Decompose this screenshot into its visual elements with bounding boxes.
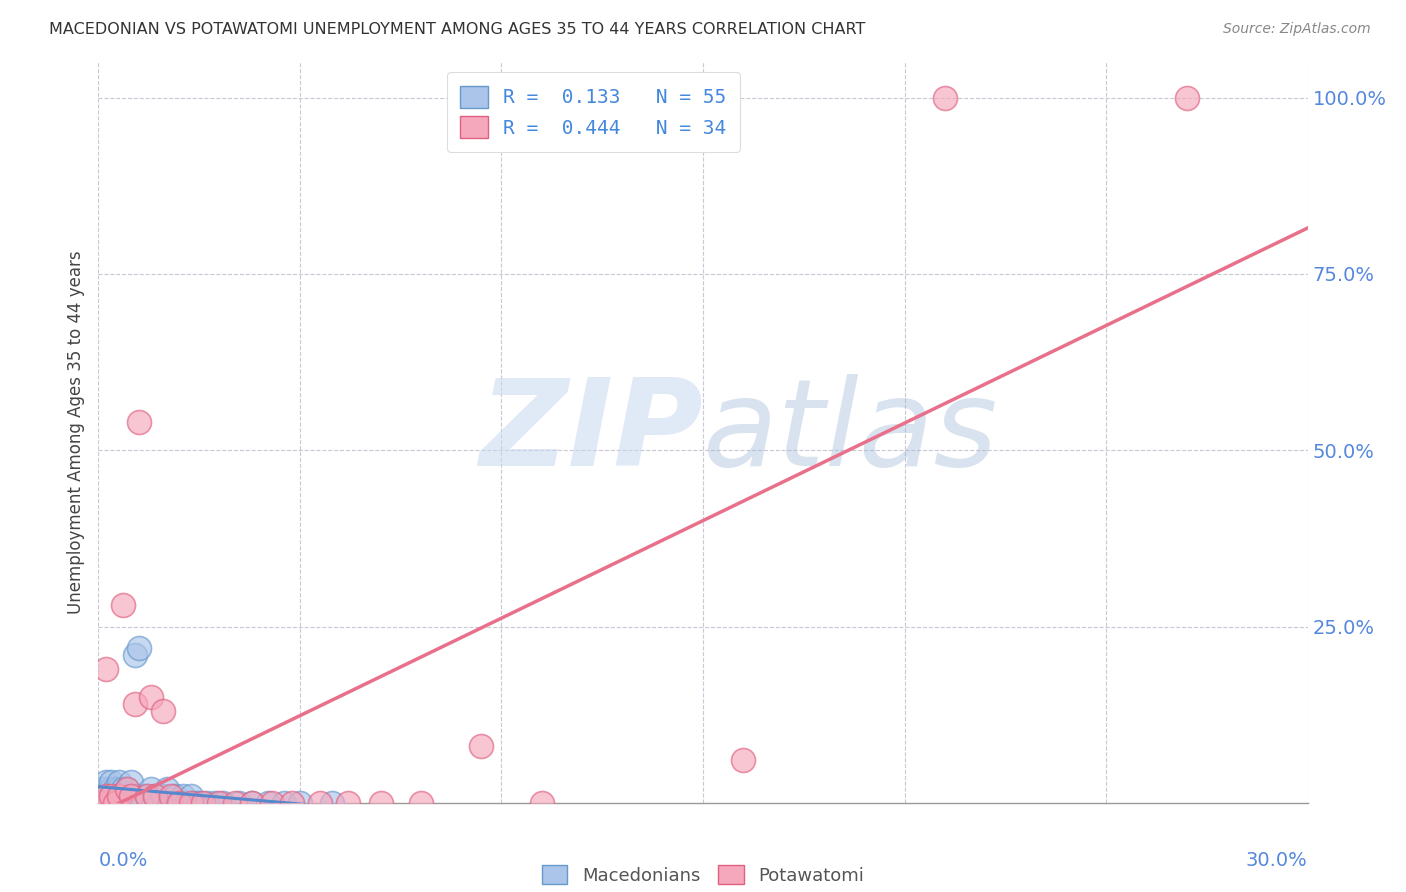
Point bbox=[107, 774, 129, 789]
Point bbox=[208, 796, 231, 810]
Point bbox=[934, 91, 956, 105]
Point bbox=[260, 796, 283, 810]
Point bbox=[143, 789, 166, 803]
Point bbox=[115, 781, 138, 796]
Point bbox=[228, 796, 250, 810]
Text: ZIP: ZIP bbox=[479, 374, 703, 491]
Point bbox=[152, 789, 174, 803]
Point bbox=[240, 796, 263, 810]
Point bbox=[100, 789, 122, 803]
Legend: Macedonians, Potawatomi: Macedonians, Potawatomi bbox=[533, 856, 873, 892]
Point bbox=[152, 704, 174, 718]
Point bbox=[195, 796, 218, 810]
Point bbox=[111, 796, 134, 810]
Point bbox=[115, 781, 138, 796]
Point bbox=[124, 697, 146, 711]
Point bbox=[103, 781, 125, 796]
Point bbox=[321, 796, 343, 810]
Point bbox=[103, 789, 125, 803]
Point bbox=[107, 796, 129, 810]
Point bbox=[124, 648, 146, 662]
Point bbox=[96, 781, 118, 796]
Point bbox=[96, 789, 118, 803]
Text: 0.0%: 0.0% bbox=[98, 851, 148, 870]
Point bbox=[103, 796, 125, 810]
Point bbox=[212, 796, 235, 810]
Point bbox=[288, 796, 311, 810]
Point bbox=[103, 796, 125, 810]
Point bbox=[91, 781, 114, 796]
Point bbox=[91, 796, 114, 810]
Text: 30.0%: 30.0% bbox=[1246, 851, 1308, 870]
Point bbox=[240, 796, 263, 810]
Point bbox=[156, 781, 179, 796]
Point bbox=[172, 789, 194, 803]
Point bbox=[120, 789, 142, 803]
Point bbox=[124, 796, 146, 810]
Point bbox=[91, 796, 114, 810]
Point bbox=[204, 796, 226, 810]
Point bbox=[470, 739, 492, 754]
Point bbox=[115, 796, 138, 810]
Point bbox=[224, 796, 246, 810]
Point bbox=[530, 796, 553, 810]
Point bbox=[1175, 91, 1198, 105]
Point bbox=[120, 774, 142, 789]
Point bbox=[163, 789, 186, 803]
Point bbox=[120, 789, 142, 803]
Point bbox=[143, 789, 166, 803]
Point bbox=[111, 789, 134, 803]
Point bbox=[128, 640, 150, 655]
Point bbox=[100, 774, 122, 789]
Point bbox=[139, 781, 162, 796]
Point bbox=[733, 754, 755, 768]
Point bbox=[100, 796, 122, 810]
Point bbox=[193, 796, 215, 810]
Y-axis label: Unemployment Among Ages 35 to 44 years: Unemployment Among Ages 35 to 44 years bbox=[67, 251, 86, 615]
Point bbox=[100, 789, 122, 803]
Point bbox=[100, 781, 122, 796]
Point bbox=[96, 789, 118, 803]
Point bbox=[309, 796, 332, 810]
Point bbox=[107, 789, 129, 803]
Point bbox=[87, 796, 110, 810]
Point bbox=[111, 781, 134, 796]
Point bbox=[132, 796, 155, 810]
Point bbox=[180, 789, 202, 803]
Point bbox=[107, 789, 129, 803]
Point bbox=[87, 796, 110, 810]
Text: atlas: atlas bbox=[703, 374, 998, 491]
Point bbox=[273, 796, 295, 810]
Point bbox=[256, 796, 278, 810]
Point bbox=[87, 789, 110, 803]
Point bbox=[135, 789, 157, 803]
Point bbox=[281, 796, 304, 810]
Point bbox=[139, 690, 162, 704]
Point bbox=[160, 789, 183, 803]
Text: MACEDONIAN VS POTAWATOMI UNEMPLOYMENT AMONG AGES 35 TO 44 YEARS CORRELATION CHAR: MACEDONIAN VS POTAWATOMI UNEMPLOYMENT AM… bbox=[49, 22, 866, 37]
Point bbox=[128, 415, 150, 429]
Point bbox=[96, 796, 118, 810]
Point bbox=[184, 796, 207, 810]
Point bbox=[107, 781, 129, 796]
Point bbox=[409, 796, 432, 810]
Point bbox=[96, 774, 118, 789]
Text: Source: ZipAtlas.com: Source: ZipAtlas.com bbox=[1223, 22, 1371, 37]
Point bbox=[128, 789, 150, 803]
Point bbox=[91, 789, 114, 803]
Point bbox=[135, 789, 157, 803]
Point bbox=[167, 796, 190, 810]
Point bbox=[176, 796, 198, 810]
Point bbox=[337, 796, 360, 810]
Point bbox=[370, 796, 392, 810]
Point bbox=[148, 796, 170, 810]
Point bbox=[96, 662, 118, 676]
Point bbox=[188, 796, 211, 810]
Point bbox=[167, 796, 190, 810]
Point bbox=[180, 796, 202, 810]
Point bbox=[160, 796, 183, 810]
Point bbox=[111, 599, 134, 613]
